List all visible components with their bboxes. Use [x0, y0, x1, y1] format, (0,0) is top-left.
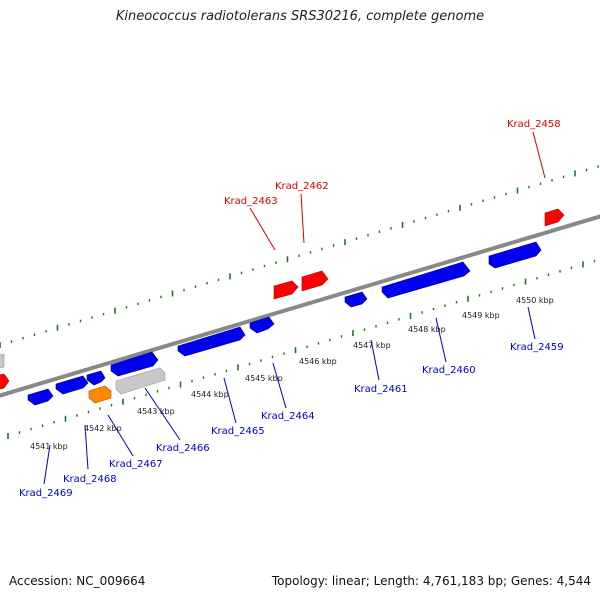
gene-orange-krad-2467[interactable]	[88, 385, 112, 404]
scale-label-4544: 4544 kbp	[191, 390, 229, 399]
gene-label-krad-2460[interactable]: Krad_2460	[422, 365, 476, 376]
connector-krad-2460	[435, 317, 447, 363]
genome-axis-line	[0, 214, 600, 398]
gene-arrow-krad-2464[interactable]	[249, 316, 275, 334]
scale-label-4546: 4546 kbp	[299, 357, 337, 366]
gene-label-krad-2462[interactable]: Krad_2462	[275, 181, 329, 192]
gene-arrow-krad-2458[interactable]	[544, 208, 565, 227]
genome-summary-label: Topology: linear; Length: 4,761,183 bp; …	[271, 574, 591, 588]
gene-label-krad-2461[interactable]: Krad_2461	[354, 384, 408, 395]
scale-label-4543: 4543 kbp	[137, 407, 175, 416]
scale-label-4548: 4548 kbp	[408, 325, 446, 334]
connector-krad-2463	[249, 207, 276, 251]
scale-label-4550: 4550 kbp	[516, 296, 554, 305]
gene-label-krad-2469[interactable]: Krad_2469	[19, 488, 73, 499]
gene-arrow-krad-2467-blue[interactable]	[86, 370, 106, 386]
gene-label-krad-2468[interactable]: Krad_2468	[63, 474, 117, 485]
scale-label-4549: 4549 kbp	[462, 311, 500, 320]
gene-label-krad-2459[interactable]: Krad_2459	[510, 342, 564, 353]
connector-krad-2466	[144, 387, 181, 441]
scale-label-4547: 4547 kbp	[353, 341, 391, 350]
lower-tick-track	[7, 259, 596, 439]
gene-arrow-krad-2461[interactable]	[344, 291, 368, 308]
gene-features	[0, 208, 565, 406]
gene-label-krad-2463[interactable]: Krad_2463	[224, 196, 278, 207]
gene-arrow-krad-2463[interactable]	[273, 280, 299, 300]
gene-arrow-krad-2459[interactable]	[488, 241, 542, 269]
gene-arrow-krad-2460[interactable]	[381, 261, 471, 299]
connector-krad-2461	[370, 339, 380, 381]
accession-label: Accession: NC_009664	[9, 574, 146, 588]
gene-label-krad-2458[interactable]: Krad_2458	[507, 119, 561, 130]
scale-label-4542: 4542 kbp	[84, 424, 122, 433]
connector-krad-2459	[527, 306, 536, 340]
gene-arrow-krad-2465[interactable]	[177, 326, 246, 357]
connector-krad-2468	[84, 424, 89, 470]
gene-label-krad-2467[interactable]: Krad_2467	[109, 459, 163, 470]
connector-krad-2458	[532, 131, 546, 179]
gene-label-krad-2466[interactable]: Krad_2466	[156, 443, 210, 454]
connector-krad-2469	[43, 444, 51, 485]
upper-tick-track	[0, 165, 599, 348]
scale-label-4541: 4541 kbp	[30, 442, 68, 451]
connector-krad-2465	[223, 377, 237, 424]
connector-krad-2467	[107, 414, 134, 457]
gene-label-krad-2464[interactable]: Krad_2464	[261, 411, 315, 422]
gene-arrow-krad-2469[interactable]	[27, 388, 54, 406]
gene-arrow-krad-2468[interactable]	[55, 375, 89, 395]
gene-grey-partial-left[interactable]	[0, 353, 5, 369]
connector-krad-2464	[272, 362, 287, 409]
gene-arrow-partial-left[interactable]	[0, 373, 10, 390]
gene-arrow-krad-2462[interactable]	[301, 270, 329, 292]
scale-label-4545: 4545 kbp	[245, 374, 283, 383]
genome-title: Kineococcus radiotolerans SRS30216, comp…	[115, 9, 485, 24]
gene-arrow-krad-2466[interactable]	[110, 351, 159, 377]
gene-label-krad-2465[interactable]: Krad_2465	[211, 426, 265, 437]
gene-grey-krad-2466-region[interactable]	[115, 367, 166, 395]
label-connectors	[43, 131, 546, 485]
connector-krad-2462	[300, 193, 305, 244]
